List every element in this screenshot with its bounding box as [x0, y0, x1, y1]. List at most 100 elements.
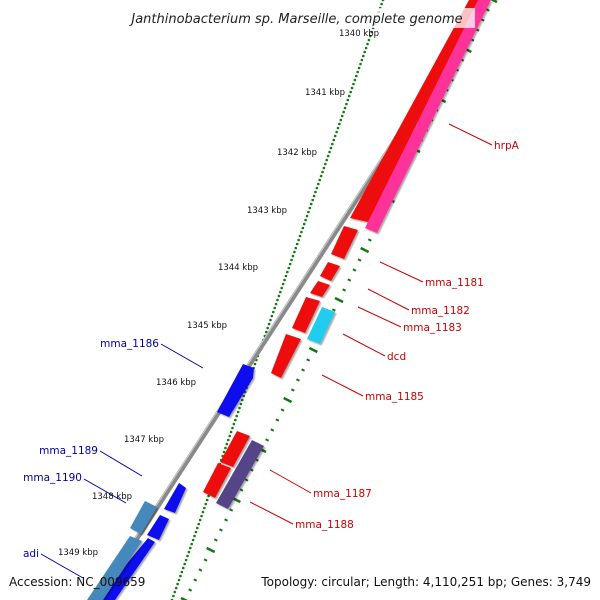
- gene-labels: hrpAmma_1181mma_1182mma_1183dcdmma_1185m…: [23, 140, 520, 560]
- tick-label: 1349 kbp: [58, 548, 98, 558]
- tick-label: 1341 kbp: [305, 88, 345, 98]
- outer-ring-dot: [331, 142, 334, 146]
- gene-feature-steel-b[interactable]: [87, 536, 142, 600]
- outer-ring-dot: [363, 50, 367, 54]
- inner-ring-tick: [357, 258, 362, 262]
- outer-ring-dot: [366, 42, 369, 46]
- outer-ring-dot: [349, 90, 352, 94]
- outer-ring-dot: [239, 402, 243, 406]
- gene-label-mma_1186[interactable]: mma_1186: [100, 338, 159, 350]
- gene-label-dcd[interactable]: dcd: [387, 351, 406, 363]
- outer-ring-dot: [356, 70, 359, 74]
- label-connector-hrpA: [448, 123, 493, 146]
- outer-ring-dot: [346, 98, 350, 102]
- outer-ring-dot: [319, 174, 323, 178]
- outer-ring-dot: [342, 110, 345, 114]
- label-connector-mma_1187: [269, 469, 312, 494]
- inner-ring-tick: [342, 288, 347, 292]
- outer-ring-dot: [270, 314, 274, 318]
- inner-ring-tick: [295, 378, 300, 382]
- outer-ring-dot: [324, 162, 327, 166]
- outer-ring-dot: [205, 498, 209, 502]
- gene-feature-mma_1190-a[interactable]: [147, 515, 169, 540]
- outer-ring-dot: [290, 258, 293, 262]
- outer-ring-dot: [188, 546, 192, 550]
- outer-ring-dot: [325, 158, 329, 162]
- gene-feature-mma_1181[interactable]: [331, 226, 358, 259]
- gene-feature-mma_1185[interactable]: [271, 334, 301, 378]
- outer-ring-dot: [269, 318, 272, 322]
- gene-feature-mma_1182-a[interactable]: [320, 262, 340, 281]
- outer-ring-dot: [291, 254, 295, 258]
- gene-feature-hrpA[interactable]: [365, 0, 491, 233]
- outer-ring-dot: [280, 286, 284, 290]
- gene-label-mma_1181[interactable]: mma_1181: [425, 277, 484, 289]
- outer-ring-dot: [273, 306, 276, 310]
- outer-ring-dot: [277, 294, 281, 298]
- outer-ring-dot: [196, 526, 199, 530]
- outer-ring-dot: [180, 570, 184, 574]
- gene-label-mma_1183[interactable]: mma_1183: [403, 322, 462, 334]
- summary-text: Topology: circular; Length: 4,110,251 bp…: [260, 575, 591, 589]
- tick-label: 1345 kbp: [187, 321, 227, 331]
- label-connector-mma_1190: [83, 478, 127, 504]
- gene-label-mma_1185[interactable]: mma_1185: [365, 391, 424, 403]
- gene-feature-mma_1182-b[interactable]: [310, 281, 330, 297]
- outer-ring-dot: [295, 242, 299, 246]
- gene-feature-mma_1187-a[interactable]: [220, 431, 250, 467]
- outer-ring-dot: [338, 122, 341, 126]
- gene-feature-mma_1188[interactable]: [216, 440, 264, 509]
- gene-label-hrpA[interactable]: hrpA: [494, 140, 520, 152]
- tick-label: 1347 kbp: [124, 435, 164, 445]
- gene-feature-mma_1187-b[interactable]: [203, 463, 231, 498]
- gene-feature-mma_1186[interactable]: [217, 364, 254, 417]
- outer-ring-dot: [329, 146, 333, 150]
- outer-ring-dot: [184, 558, 188, 562]
- outer-ring-dot: [322, 166, 326, 170]
- gene-feature-dcd[interactable]: [307, 307, 335, 344]
- outer-ring-dot: [370, 30, 374, 34]
- outer-ring-dot: [191, 538, 195, 542]
- gene-feature-mma_1189[interactable]: [164, 483, 186, 513]
- outer-ring-dot: [181, 566, 185, 570]
- gene-feature-mma_1183[interactable]: [292, 297, 320, 333]
- outer-ring-dot: [336, 126, 340, 130]
- inner-ring-tick: [270, 428, 275, 432]
- gene-label-mma_1190[interactable]: mma_1190: [23, 472, 82, 484]
- label-connector-mma_1185: [321, 374, 364, 397]
- inner-ring-tick: [306, 358, 311, 362]
- outer-ring-dot: [314, 190, 317, 194]
- gene-features: [87, 0, 491, 600]
- outer-ring-dot: [288, 262, 292, 266]
- outer-ring-dot: [226, 438, 230, 442]
- outer-ring-dot: [225, 442, 229, 446]
- inner-ring-tick: [206, 546, 216, 554]
- outer-ring-dot: [235, 414, 239, 418]
- tick-label: 1343 kbp: [247, 206, 287, 216]
- outer-ring-dot: [333, 134, 337, 138]
- outer-ring-dot: [183, 562, 186, 566]
- gene-feature-steel-a[interactable]: [130, 501, 157, 534]
- outer-ring-dot: [174, 586, 178, 590]
- outer-ring-dot: [232, 422, 236, 426]
- outer-ring-dot: [186, 554, 189, 558]
- outer-ring-dot: [172, 594, 175, 598]
- outer-ring-dot: [298, 234, 302, 238]
- page-title: Janthinobacterium sp. Marseille, complet…: [128, 12, 462, 27]
- outer-ring-dot: [267, 322, 271, 326]
- outer-ring-dot: [318, 178, 322, 182]
- gene-label-mma_1189[interactable]: mma_1189: [39, 445, 98, 457]
- outer-ring-dot: [238, 406, 241, 410]
- outer-ring-dot: [367, 38, 371, 42]
- outer-ring-dot: [309, 202, 313, 206]
- tick-label: 1340 kbp: [339, 29, 379, 39]
- outer-ring-dot: [305, 214, 309, 218]
- inner-ring-tick: [367, 238, 372, 242]
- gene-label-adi[interactable]: adi: [23, 548, 39, 560]
- label-connector-adi: [40, 553, 84, 579]
- gene-label-mma_1188[interactable]: mma_1188: [295, 519, 354, 531]
- outer-ring-dot: [353, 78, 357, 82]
- gene-label-mma_1182[interactable]: mma_1182: [411, 305, 470, 317]
- gene-label-mma_1187[interactable]: mma_1187: [313, 488, 372, 500]
- outer-ring-dot: [294, 246, 298, 250]
